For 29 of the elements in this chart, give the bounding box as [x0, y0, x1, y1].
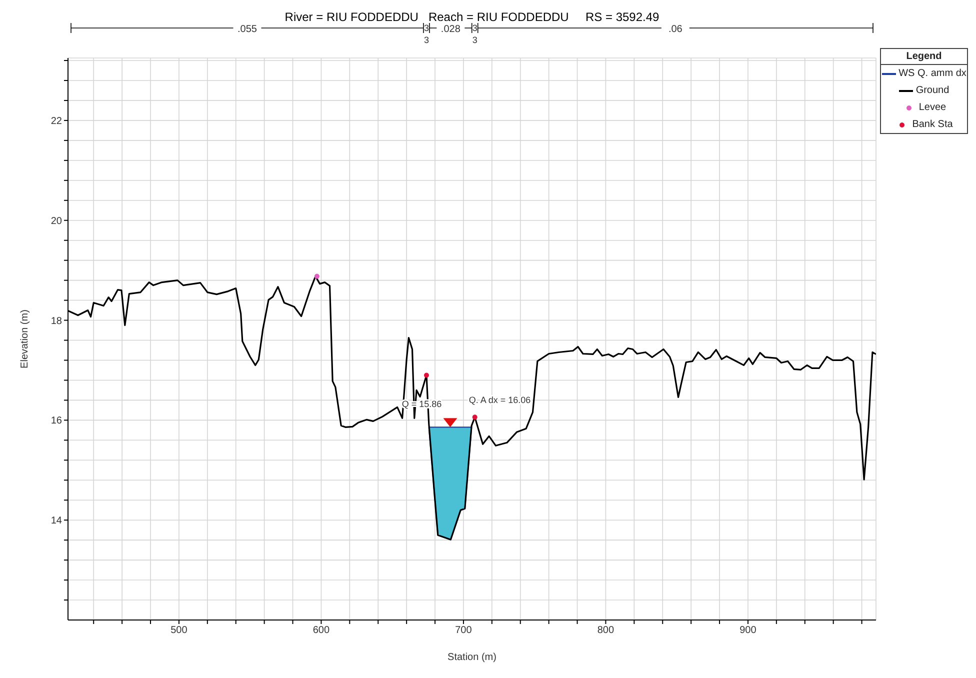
- text: .055: [238, 24, 258, 35]
- legend-label: Levee: [918, 102, 946, 113]
- legend-label: Ground: [916, 85, 950, 96]
- y-axis-title: Elevation (m): [20, 310, 31, 368]
- legend-title: Legend: [881, 49, 967, 65]
- x-tick-label: 700: [455, 625, 472, 636]
- point: [424, 372, 429, 378]
- text: 3: [472, 23, 478, 33]
- text: .028: [440, 24, 461, 35]
- x-tick-label: 500: [170, 625, 188, 636]
- point: [472, 414, 478, 420]
- y-tick-label: 22: [50, 116, 62, 127]
- text: 3: [472, 35, 478, 45]
- y-tick-label: 14: [50, 516, 62, 527]
- chart-title: River = RIU FODDEDDU Reach = RIU FODDEDDU RS = 3592.49: [284, 10, 660, 24]
- x-tick-label: 900: [740, 625, 757, 636]
- x-tick-label: 600: [312, 625, 330, 636]
- y-tick-label: 16: [50, 416, 62, 427]
- text: 3: [424, 35, 429, 45]
- point: [314, 274, 320, 279]
- legend-label: WS Q. amm dx: [898, 68, 966, 79]
- x-tick-label: 800: [597, 625, 614, 636]
- x-axis-title: Station (m): [448, 652, 496, 663]
- annotation: Q. A dx = 16.06: [468, 395, 531, 406]
- text: 3: [424, 23, 429, 33]
- text: .06: [668, 24, 683, 35]
- legend-label: Bank Sta: [912, 119, 953, 130]
- y-tick-label: 20: [50, 216, 62, 227]
- y-tick-label: 18: [50, 316, 62, 327]
